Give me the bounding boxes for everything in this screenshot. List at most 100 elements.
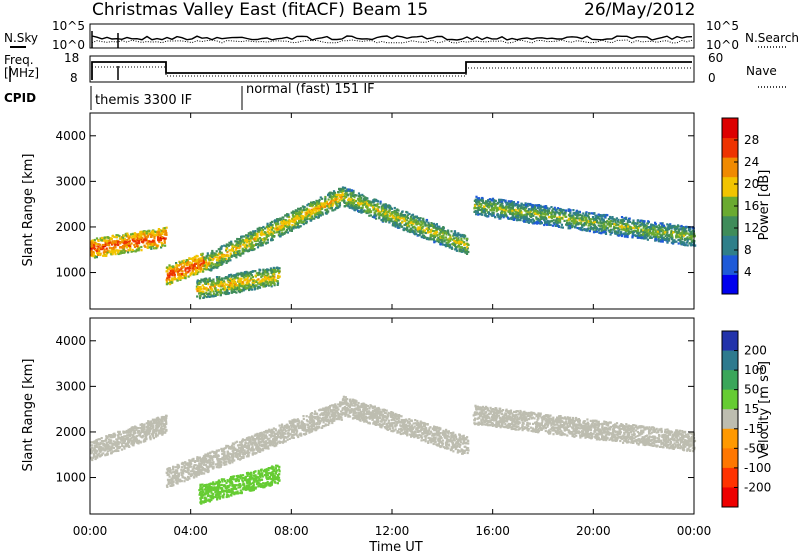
data-point	[648, 236, 652, 239]
data-point	[583, 228, 586, 231]
data-point	[221, 284, 224, 287]
data-point	[567, 219, 570, 222]
data-point	[134, 242, 137, 245]
data-point	[331, 195, 334, 198]
data-point	[275, 229, 278, 232]
data-point	[260, 234, 263, 237]
data-point	[633, 222, 637, 225]
data-point	[650, 227, 653, 230]
data-point	[165, 278, 168, 281]
data-point	[133, 243, 136, 247]
data-point	[240, 272, 243, 275]
data-point	[309, 212, 312, 215]
data-point	[285, 231, 288, 234]
data-point	[365, 200, 368, 204]
data-point	[259, 269, 262, 272]
data-point	[184, 269, 187, 272]
data-point	[620, 231, 623, 234]
data-point	[307, 202, 310, 206]
data-point	[358, 203, 361, 206]
data-point	[496, 207, 499, 210]
data-point	[650, 232, 653, 235]
data-point	[416, 216, 419, 220]
data-point	[294, 226, 297, 229]
data-point	[368, 211, 371, 214]
data-point	[243, 248, 246, 251]
data-point	[173, 267, 176, 270]
data-point	[175, 262, 178, 265]
data-point	[262, 238, 265, 241]
data-point	[516, 203, 519, 206]
data-point	[421, 222, 424, 225]
data-point	[587, 220, 590, 223]
cpid-mode-1: themis 3300 IF	[95, 93, 192, 108]
data-point	[189, 274, 192, 277]
data-point	[361, 204, 364, 207]
data-point	[528, 208, 531, 211]
data-point	[460, 237, 463, 240]
data-point	[523, 220, 526, 223]
data-point	[353, 206, 356, 209]
data-point	[575, 223, 578, 226]
data-point	[602, 224, 605, 227]
data-point	[90, 240, 93, 243]
data-point	[510, 212, 513, 215]
data-point	[491, 205, 494, 208]
data-point	[233, 254, 236, 257]
data-point	[123, 447, 126, 450]
data-point	[265, 277, 268, 280]
data-point	[182, 265, 186, 268]
data-point	[207, 262, 210, 265]
data-point	[245, 246, 248, 249]
data-point	[633, 223, 636, 226]
data-point	[520, 202, 523, 205]
data-point	[316, 201, 319, 204]
data-point	[575, 212, 578, 215]
data-point	[230, 248, 234, 251]
data-point	[581, 229, 584, 232]
data-point	[635, 226, 638, 230]
data-point	[110, 253, 113, 256]
data-point	[215, 276, 219, 279]
data-point	[590, 212, 593, 215]
data-point	[232, 251, 236, 254]
data-point	[572, 218, 576, 221]
data-point	[177, 276, 180, 279]
data-point	[134, 439, 138, 443]
data-point	[133, 430, 136, 433]
data-point	[443, 243, 446, 246]
data-point	[155, 233, 158, 236]
data-point	[494, 199, 497, 202]
data-point	[658, 230, 661, 233]
data-point	[373, 203, 376, 206]
data-point	[503, 210, 506, 213]
data-point	[506, 216, 510, 219]
data-point	[494, 203, 497, 206]
data-point	[244, 243, 247, 246]
data-point	[345, 196, 348, 199]
data-point	[504, 208, 508, 211]
data-point	[225, 247, 228, 250]
data-point	[581, 226, 584, 229]
data-point	[202, 296, 206, 299]
data-point	[606, 222, 609, 225]
data-point	[527, 203, 530, 206]
data-point	[205, 295, 208, 299]
data-point	[327, 205, 331, 208]
data-point	[121, 236, 124, 239]
data-point	[165, 226, 168, 229]
data-point	[202, 286, 206, 289]
data-point	[210, 285, 213, 288]
data-point	[372, 208, 375, 211]
data-point	[625, 235, 628, 238]
data-point	[341, 199, 344, 202]
data-point	[477, 200, 480, 203]
data-point	[581, 224, 584, 227]
data-point	[309, 209, 313, 213]
data-point	[688, 242, 691, 245]
data-point	[257, 243, 260, 246]
data-point	[615, 232, 618, 235]
data-point	[223, 254, 226, 258]
data-point	[580, 221, 583, 224]
data-point	[112, 248, 115, 251]
